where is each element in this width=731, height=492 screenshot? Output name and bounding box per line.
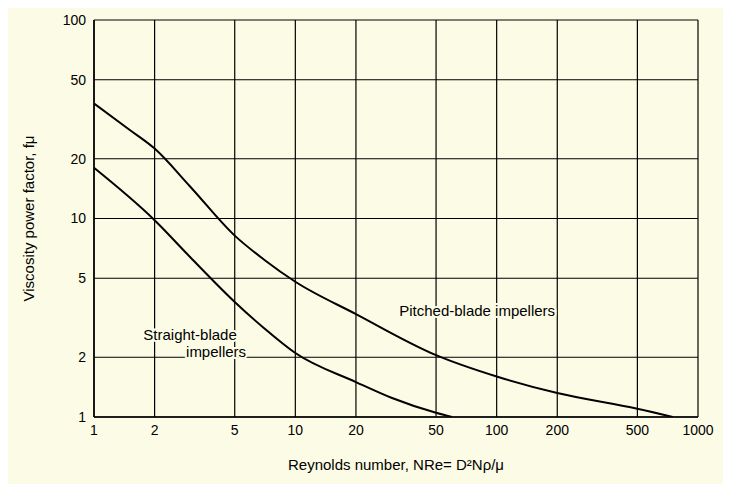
svg-text:1000: 1000: [682, 422, 713, 438]
svg-text:1: 1: [78, 409, 86, 425]
svg-text:Straight-bladeimpellers: Straight-bladeimpellers: [143, 326, 246, 360]
svg-text:10: 10: [70, 210, 86, 226]
svg-text:50: 50: [428, 422, 444, 438]
svg-text:100: 100: [63, 12, 87, 28]
svg-text:50: 50: [70, 72, 86, 88]
svg-text:2: 2: [78, 349, 86, 365]
svg-text:2: 2: [151, 422, 159, 438]
svg-text:5: 5: [231, 422, 239, 438]
svg-text:Pitched-blade impellers: Pitched-blade impellers: [399, 301, 555, 318]
svg-text:1: 1: [90, 422, 98, 438]
svg-text:5: 5: [78, 270, 86, 286]
svg-text:Viscosity power factor, fμ: Viscosity power factor, fμ: [20, 136, 37, 302]
svg-text:100: 100: [485, 422, 509, 438]
svg-text:Reynolds number, NRe= D²Nρ/μ: Reynolds number, NRe= D²Nρ/μ: [288, 456, 504, 473]
svg-text:500: 500: [626, 422, 650, 438]
svg-text:10: 10: [288, 422, 304, 438]
svg-text:20: 20: [348, 422, 364, 438]
svg-text:200: 200: [546, 422, 570, 438]
svg-text:20: 20: [70, 151, 86, 167]
